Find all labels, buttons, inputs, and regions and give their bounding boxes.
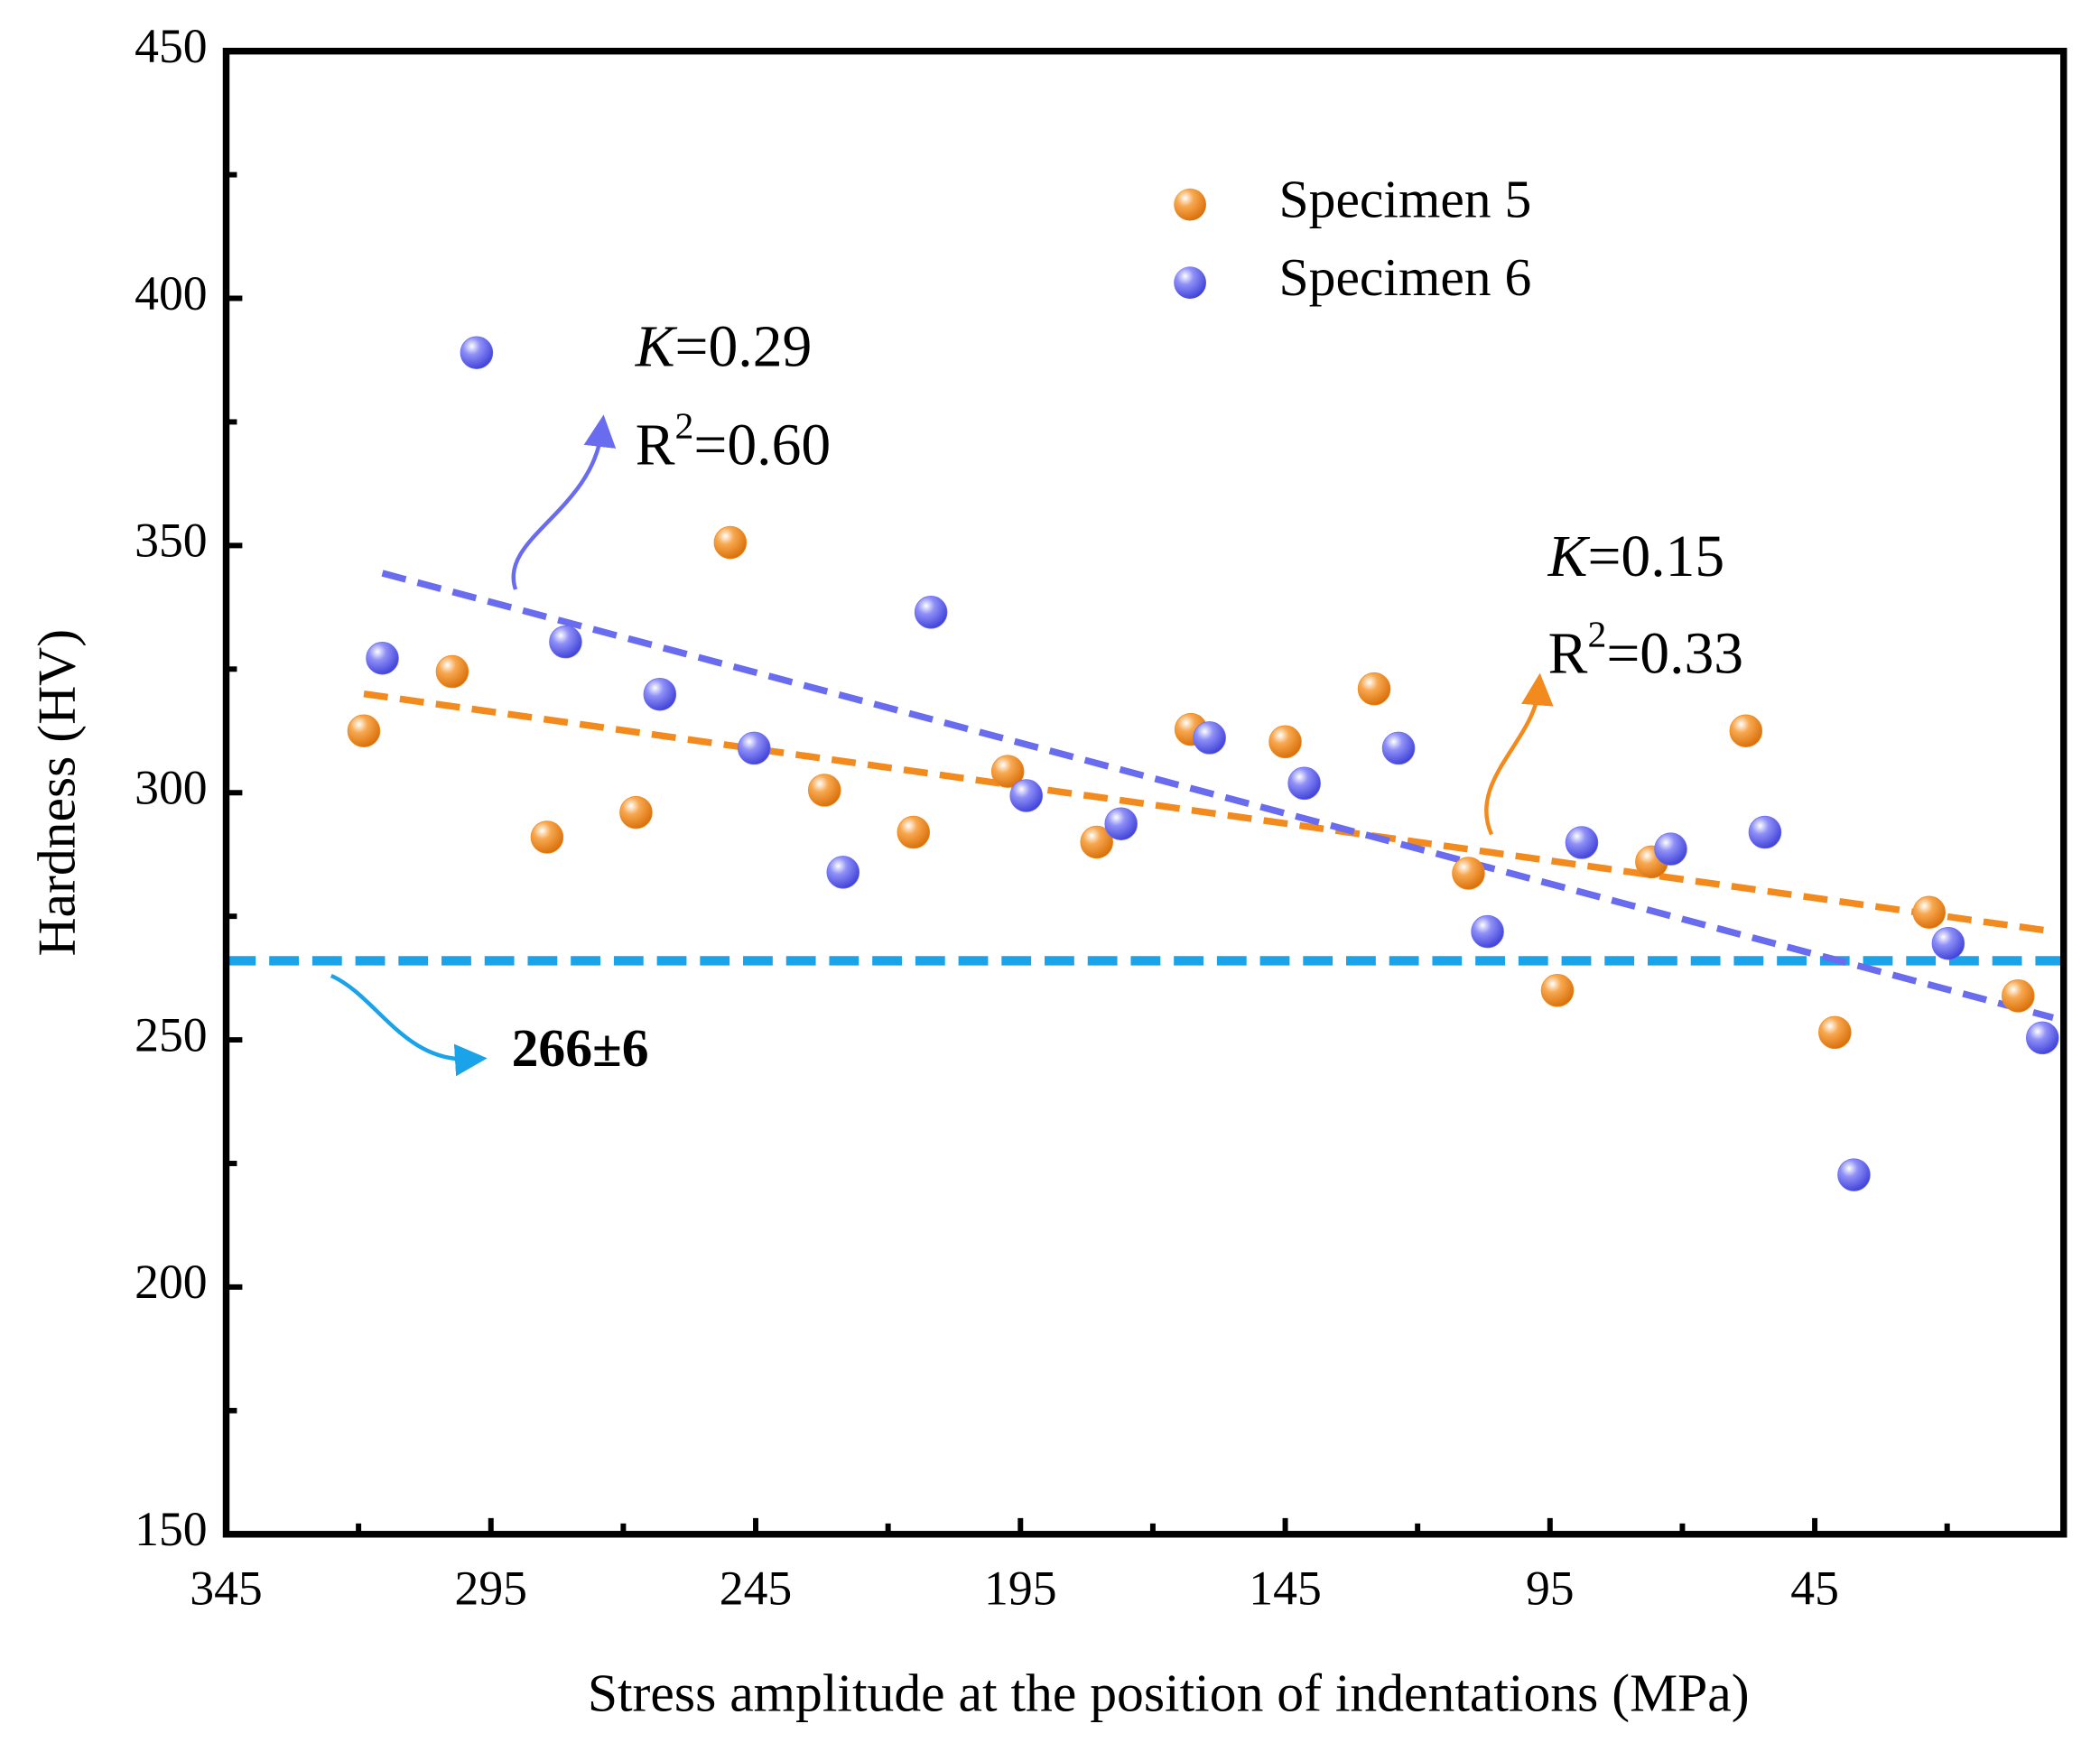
y-tick-label: 150 bbox=[135, 1502, 207, 1556]
x-tick-label: 95 bbox=[1526, 1562, 1575, 1616]
italic: K bbox=[1547, 524, 1591, 589]
point bbox=[1837, 1158, 1871, 1191]
point bbox=[1268, 725, 1302, 759]
point bbox=[347, 714, 381, 748]
y-tick-label: 250 bbox=[135, 1007, 207, 1061]
point bbox=[1381, 731, 1416, 765]
annotation-r2: R2=0.60 bbox=[636, 405, 831, 477]
point bbox=[1818, 1015, 1852, 1050]
arrow bbox=[1484, 672, 1554, 836]
legend-marker bbox=[1174, 266, 1206, 300]
point bbox=[460, 336, 494, 370]
point bbox=[1729, 714, 1763, 748]
text: =0.33 bbox=[1606, 622, 1743, 687]
point bbox=[643, 677, 677, 711]
point bbox=[1471, 914, 1504, 949]
point bbox=[2026, 1021, 2059, 1055]
point bbox=[1540, 974, 1575, 1007]
annotation-k: K=0.29 bbox=[635, 315, 813, 380]
point bbox=[808, 774, 841, 807]
annotation-k: K=0.15 bbox=[1547, 524, 1725, 589]
fit-line bbox=[363, 690, 2051, 935]
y-tick-label: 200 bbox=[135, 1255, 207, 1309]
x-tick-label: 245 bbox=[720, 1562, 792, 1616]
superscript: 2 bbox=[675, 405, 694, 447]
point bbox=[1748, 815, 1782, 849]
arrow bbox=[511, 414, 617, 590]
point bbox=[737, 731, 771, 765]
text: R bbox=[1548, 622, 1588, 687]
reference-label: 266±6 bbox=[512, 1018, 649, 1078]
point bbox=[549, 625, 582, 659]
text: =0.15 bbox=[1587, 524, 1724, 589]
italic: K bbox=[635, 315, 678, 380]
point bbox=[1912, 895, 1947, 930]
point bbox=[1452, 857, 1485, 890]
point bbox=[2002, 979, 2035, 1013]
x-tick-label: 195 bbox=[984, 1562, 1056, 1616]
text: =0.29 bbox=[675, 315, 813, 380]
legend-label: Specimen 6 bbox=[1278, 247, 1531, 307]
superscript: 2 bbox=[1587, 614, 1606, 655]
text: =0.60 bbox=[693, 413, 831, 478]
point bbox=[897, 815, 931, 849]
x-tick-label: 345 bbox=[190, 1562, 262, 1616]
y-axis-label: Hardness (HV) bbox=[26, 629, 86, 957]
point bbox=[530, 820, 564, 854]
point bbox=[914, 596, 948, 629]
point bbox=[1565, 826, 1599, 859]
legend-label: Specimen 5 bbox=[1278, 169, 1531, 228]
point bbox=[1009, 779, 1044, 812]
fit-line bbox=[381, 570, 2054, 1022]
y-tick-label: 300 bbox=[135, 761, 207, 815]
x-tick-label: 145 bbox=[1249, 1562, 1321, 1616]
point bbox=[1193, 721, 1226, 755]
annotation-r2: R2=0.33 bbox=[1548, 614, 1743, 686]
point bbox=[1080, 825, 1114, 859]
point bbox=[366, 641, 399, 675]
y-tick-label: 400 bbox=[135, 266, 207, 320]
arrow bbox=[330, 973, 488, 1077]
point bbox=[826, 856, 860, 889]
point bbox=[1931, 926, 1965, 960]
text: R bbox=[636, 413, 675, 478]
x-tick-label: 45 bbox=[1790, 1562, 1839, 1616]
x-axis-label: Stress amplitude at the position of inde… bbox=[588, 1663, 1750, 1722]
point bbox=[1287, 766, 1321, 801]
legend-marker bbox=[1174, 188, 1206, 221]
point bbox=[1104, 807, 1138, 840]
point bbox=[1654, 832, 1687, 866]
point bbox=[990, 755, 1025, 788]
point bbox=[619, 795, 653, 830]
point bbox=[435, 654, 469, 689]
x-tick-label: 295 bbox=[455, 1562, 527, 1616]
y-tick-label: 350 bbox=[135, 514, 207, 568]
y-tick-label: 450 bbox=[135, 19, 207, 73]
point bbox=[1357, 672, 1391, 706]
point bbox=[713, 525, 748, 560]
plot-frame bbox=[222, 47, 2067, 1538]
